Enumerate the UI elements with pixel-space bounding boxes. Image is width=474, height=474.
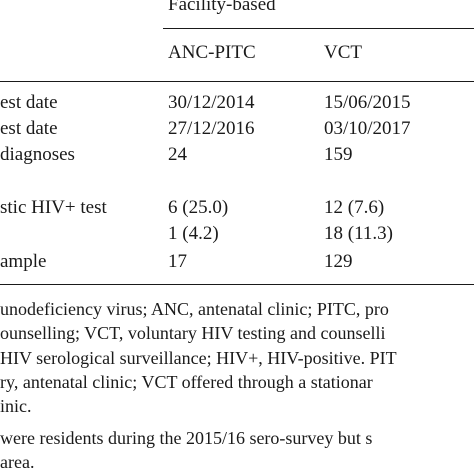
cell-anc-pitc: 1 (4.2) <box>168 223 219 244</box>
group-header-facility-based: Facility-based <box>168 0 276 15</box>
footnote-line: unodeficiency virus; ANC, antenatal clin… <box>0 299 389 319</box>
cell-anc-pitc: 27/12/2016 <box>168 118 255 139</box>
header-bottom-rule <box>0 81 474 82</box>
cell-anc-pitc: 17 <box>168 251 187 272</box>
row-label: diagnoses <box>0 144 75 165</box>
cell-anc-pitc: 30/12/2014 <box>168 92 255 113</box>
footnote-line: inic. <box>0 396 32 416</box>
row-label: est date <box>0 92 58 113</box>
cell-vct: 159 <box>324 144 353 165</box>
row-label: stic HIV+ test <box>0 197 107 218</box>
footnote-line: were residents during the 2015/16 sero-s… <box>0 428 373 448</box>
footnote-line: HIV serological surveillance; HIV+, HIV-… <box>0 348 397 368</box>
footnote-line: ry, antenatal clinic; VCT offered throug… <box>0 372 373 392</box>
footnote-line: ounselling; VCT, voluntary HIV testing a… <box>0 323 386 343</box>
cell-vct: 15/06/2015 <box>324 92 411 113</box>
table-bottom-rule <box>0 284 474 285</box>
group-header-rule <box>163 28 474 29</box>
cell-anc-pitc: 24 <box>168 144 187 165</box>
column-header-anc-pitc: ANC-PITC <box>168 42 256 63</box>
cell-anc-pitc: 6 (25.0) <box>168 197 229 218</box>
cell-vct: 129 <box>324 251 353 272</box>
cell-vct: 12 (7.6) <box>324 197 385 218</box>
cell-vct: 03/10/2017 <box>324 118 411 139</box>
footnote-line: area. <box>0 452 35 472</box>
column-header-vct: VCT <box>324 42 362 63</box>
cell-vct: 18 (11.3) <box>324 223 393 244</box>
row-label: ample <box>0 251 47 272</box>
row-label: est date <box>0 118 58 139</box>
